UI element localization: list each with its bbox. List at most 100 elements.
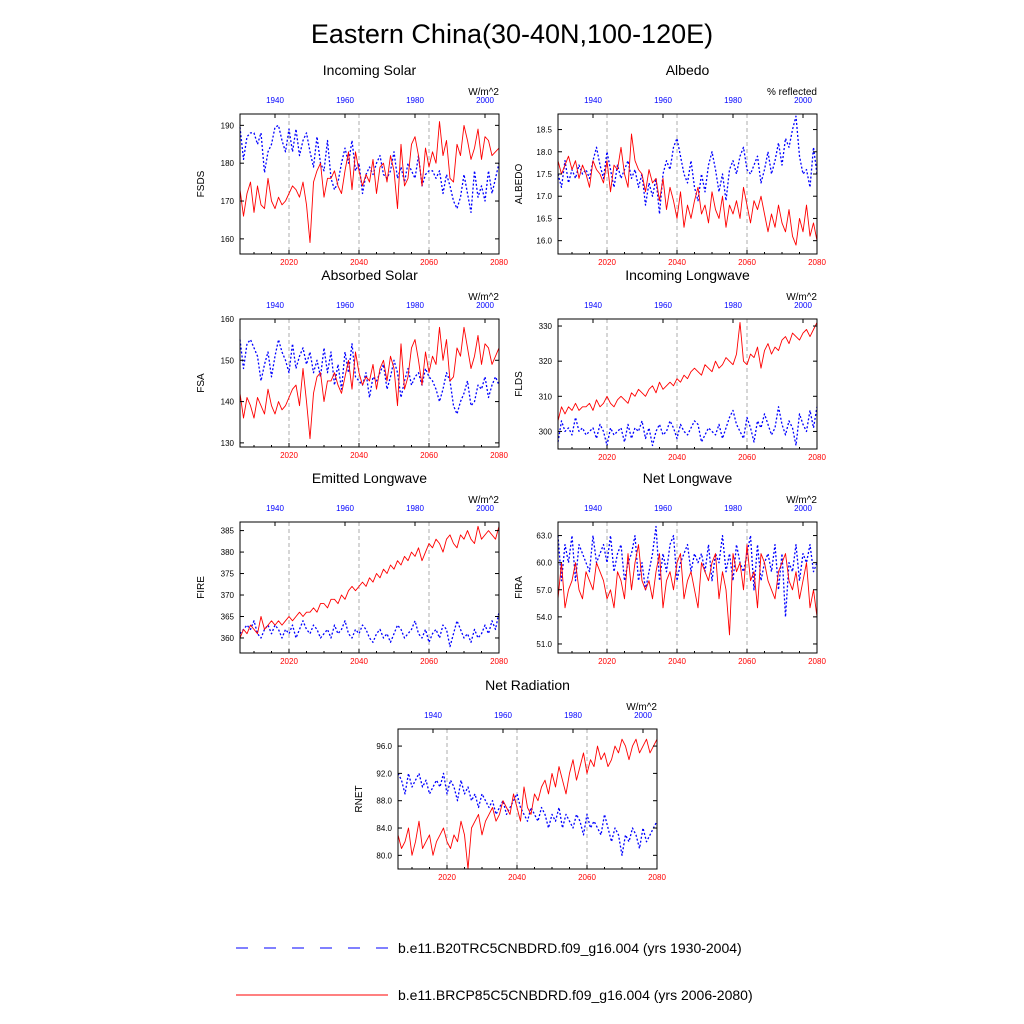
panel-title: Incoming Longwave xyxy=(625,267,750,283)
panel-title: Net Radiation xyxy=(485,677,570,693)
y-tick-label: 370 xyxy=(221,591,235,600)
units-label: W/m^2 xyxy=(468,495,499,506)
x-tick-label-bottom: 2080 xyxy=(808,453,826,462)
x-tick-label-bottom: 2080 xyxy=(490,657,508,666)
y-tick-label: 17.0 xyxy=(536,192,552,201)
x-tick-label-top: 1980 xyxy=(406,504,424,513)
y-tick-label: 320 xyxy=(539,357,553,366)
x-tick-label-top: 1960 xyxy=(336,504,354,513)
series-line-historical xyxy=(557,115,818,215)
y-axis-label: FLDS xyxy=(514,371,525,397)
y-tick-label: 16.0 xyxy=(536,237,552,246)
x-tick-label-bottom: 2080 xyxy=(490,258,508,267)
x-tick-label-bottom: 2060 xyxy=(738,453,756,462)
y-tick-label: 51.0 xyxy=(536,640,552,649)
y-tick-label: 190 xyxy=(221,121,235,130)
x-tick-label-bottom: 2020 xyxy=(280,657,298,666)
panel-fira: Net Longwave W/m^2 2020 2040 2060 2080 1940 196… xyxy=(514,470,826,666)
x-tick-label-top: 2000 xyxy=(476,301,494,310)
series-line-historical xyxy=(239,612,500,648)
y-tick-label: 330 xyxy=(539,322,553,331)
y-tick-label: 60.0 xyxy=(536,559,552,568)
x-tick-label-bottom: 2020 xyxy=(280,258,298,267)
y-axis-label: FIRA xyxy=(514,576,525,599)
y-tick-label: 17.5 xyxy=(536,170,552,179)
series-line-historical xyxy=(397,772,658,856)
plot-frame xyxy=(239,521,500,654)
series-line-historical xyxy=(239,124,500,214)
panel-title: Absorbed Solar xyxy=(321,267,418,283)
x-tick-label-bottom: 2020 xyxy=(598,453,616,462)
y-tick-label: 170 xyxy=(221,197,235,206)
legend-label-future: b.e11.BRCP85C5CNBDRD.f09_g16.004 (yrs 20… xyxy=(398,987,753,1003)
y-tick-label: 88.0 xyxy=(376,797,392,806)
y-axis-label: ALBEDO xyxy=(514,163,525,204)
x-tick-label-bottom: 2040 xyxy=(350,657,368,666)
x-tick-label-top: 1940 xyxy=(266,96,284,105)
y-axis-label: RNET xyxy=(354,785,365,812)
y-axis-label: FSDS xyxy=(196,170,207,197)
y-tick-label: 365 xyxy=(221,612,235,621)
x-tick-label-bottom: 2020 xyxy=(598,657,616,666)
series-line-future xyxy=(239,525,500,639)
x-tick-label-top: 1960 xyxy=(654,504,672,513)
plot-frame xyxy=(397,728,658,870)
x-tick-label-top: 1960 xyxy=(494,711,512,720)
y-tick-label: 84.0 xyxy=(376,824,392,833)
x-tick-label-bottom: 2040 xyxy=(668,258,686,267)
x-tick-label-top: 1980 xyxy=(724,96,742,105)
panel-flds: Incoming Longwave W/m^2 2020 2040 2060 2080 19… xyxy=(514,267,826,462)
x-tick-label-bottom: 2040 xyxy=(508,873,526,882)
x-tick-label-bottom: 2060 xyxy=(738,258,756,267)
x-tick-label-bottom: 2060 xyxy=(420,657,438,666)
panel-fire: Emitted Longwave W/m^2 2020 2040 2060 2080 194… xyxy=(196,470,508,666)
legend: b.e11.B20TRC5CNBDRD.f09_g16.004 (yrs 193… xyxy=(236,940,753,1003)
x-tick-label-top: 1980 xyxy=(406,96,424,105)
x-tick-label-top: 2000 xyxy=(794,301,812,310)
y-tick-label: 54.0 xyxy=(536,613,552,622)
y-tick-label: 160 xyxy=(221,235,235,244)
x-tick-label-top: 1940 xyxy=(266,301,284,310)
x-tick-label-bottom: 2080 xyxy=(808,258,826,267)
series-line-future xyxy=(557,133,818,246)
y-tick-label: 16.5 xyxy=(536,214,552,223)
y-tick-label: 80.0 xyxy=(376,851,392,860)
series-line-historical xyxy=(239,338,500,415)
x-tick-label-top: 2000 xyxy=(476,96,494,105)
x-tick-label-top: 1980 xyxy=(406,301,424,310)
units-label: W/m^2 xyxy=(626,702,657,713)
x-tick-label-bottom: 2040 xyxy=(350,258,368,267)
y-tick-label: 18.0 xyxy=(536,148,552,157)
y-tick-label: 140 xyxy=(221,398,235,407)
panel-fsa: Absorbed Solar W/m^2 2020 2040 2060 2080 1940 1… xyxy=(196,267,508,460)
y-tick-label: 375 xyxy=(221,570,235,579)
y-tick-label: 96.0 xyxy=(376,742,392,751)
x-tick-label-top: 2000 xyxy=(634,711,652,720)
series-line-future xyxy=(239,121,500,244)
x-tick-label-top: 1980 xyxy=(564,711,582,720)
y-axis-label: FIRE xyxy=(196,576,207,599)
x-tick-label-bottom: 2060 xyxy=(420,258,438,267)
x-tick-label-bottom: 2080 xyxy=(490,451,508,460)
x-tick-label-bottom: 2080 xyxy=(648,873,666,882)
x-tick-label-bottom: 2060 xyxy=(578,873,596,882)
y-tick-label: 160 xyxy=(221,315,235,324)
plot-frame xyxy=(557,521,818,654)
x-tick-label-bottom: 2040 xyxy=(668,657,686,666)
series-line-historical xyxy=(557,406,818,447)
x-tick-label-top: 1980 xyxy=(724,301,742,310)
x-tick-label-top: 1960 xyxy=(654,96,672,105)
x-tick-label-bottom: 2060 xyxy=(420,451,438,460)
x-tick-label-top: 1940 xyxy=(584,504,602,513)
plot-frame xyxy=(239,113,500,255)
y-axis-label: FSA xyxy=(196,373,207,393)
y-tick-label: 380 xyxy=(221,548,235,557)
panel-title: Net Longwave xyxy=(643,470,733,486)
legend-label-historical: b.e11.B20TRC5CNBDRD.f09_g16.004 (yrs 193… xyxy=(398,940,742,956)
y-tick-label: 92.0 xyxy=(376,769,392,778)
series-line-future xyxy=(557,322,818,422)
y-tick-label: 360 xyxy=(221,634,235,643)
x-tick-label-bottom: 2020 xyxy=(280,451,298,460)
x-tick-label-bottom: 2040 xyxy=(668,453,686,462)
